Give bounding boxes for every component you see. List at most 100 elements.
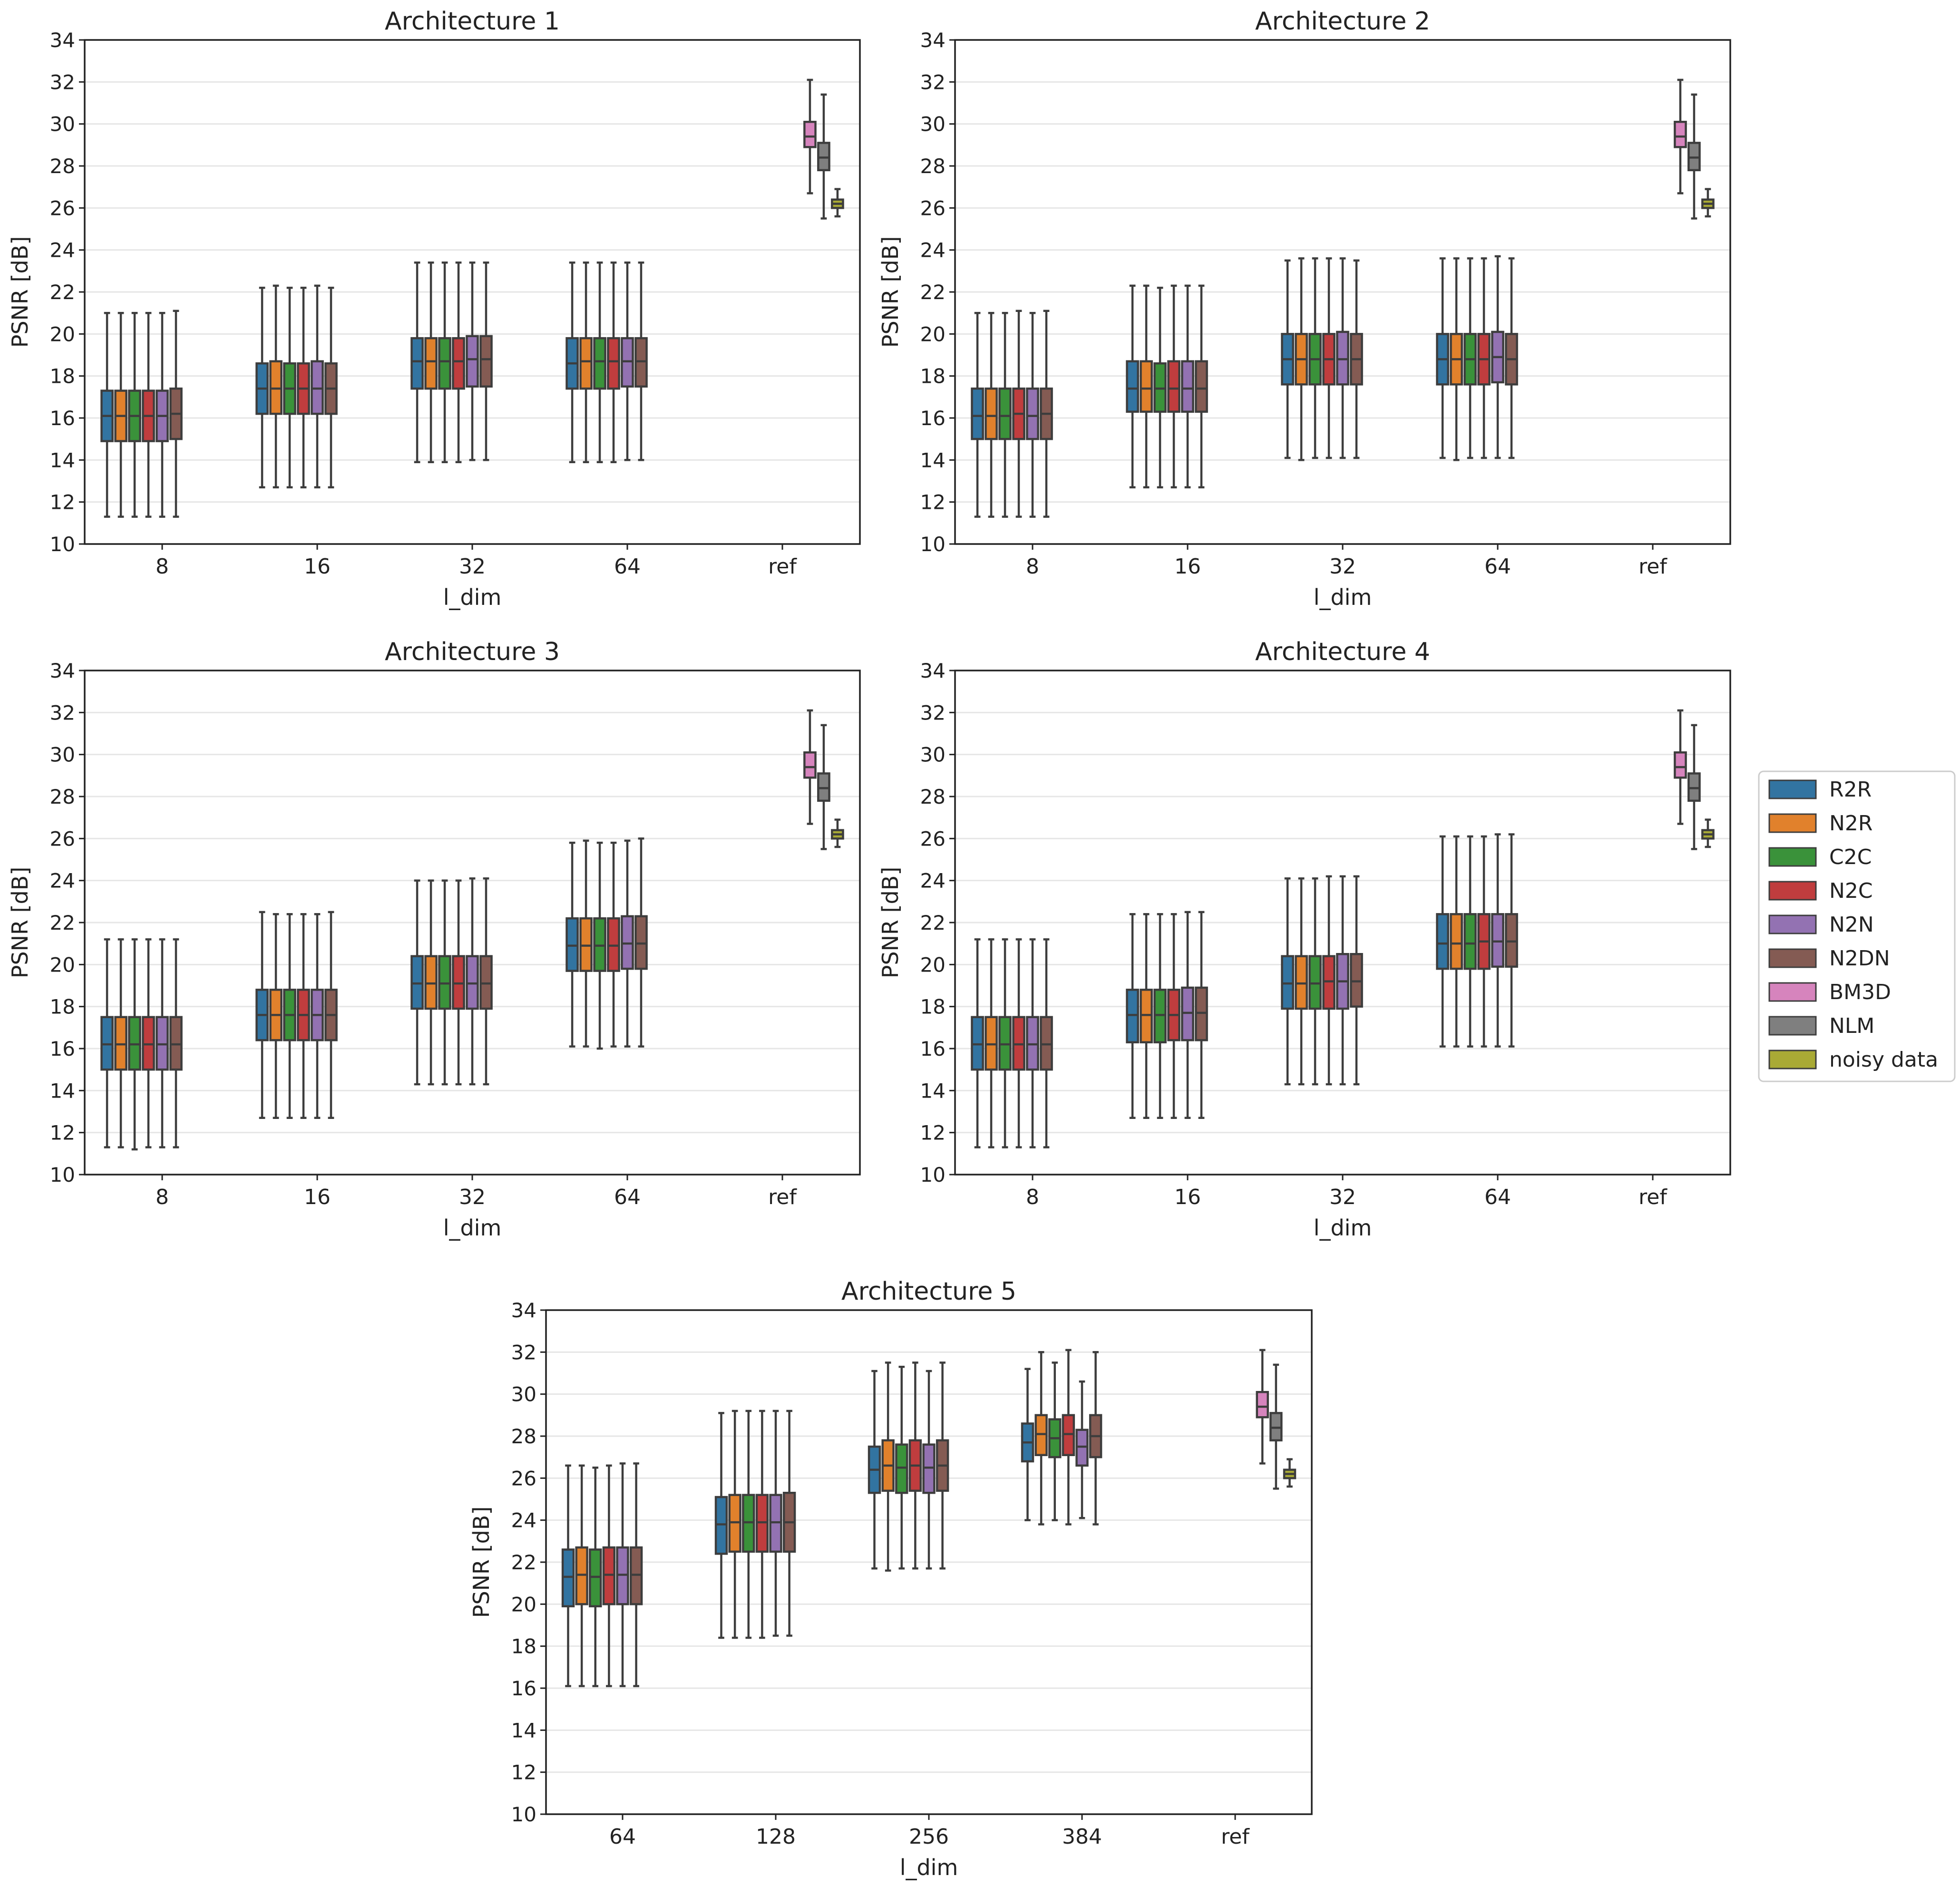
- x-tick-label: 64: [614, 1185, 641, 1209]
- legend-label: C2C: [1829, 845, 1872, 869]
- box-nlm: [1687, 93, 1701, 220]
- legend-label: BM3D: [1829, 980, 1891, 1004]
- iqr-box: [424, 337, 438, 390]
- y-tick-label: 18: [50, 365, 75, 388]
- legend-label: N2DN: [1829, 946, 1890, 971]
- x-tick-label: 64: [609, 1825, 636, 1849]
- box-n2dn: [1350, 259, 1363, 459]
- iqr-box: [1181, 360, 1194, 413]
- box-n2n: [1026, 311, 1039, 518]
- y-tick-label: 32: [50, 70, 75, 94]
- box-n2n: [769, 1410, 782, 1637]
- y-tick-label: 18: [920, 995, 946, 1019]
- box-bm3d: [1674, 709, 1687, 825]
- iqr-box: [1140, 360, 1153, 413]
- x-tick-label: 16: [1174, 554, 1201, 579]
- box-n2c: [1012, 310, 1025, 518]
- box-group-128: [714, 1410, 796, 1639]
- y-tick-label: 30: [511, 1383, 536, 1406]
- y-tick-label: 30: [920, 113, 946, 136]
- x-tick-label: 8: [156, 554, 169, 579]
- legend-label: N2R: [1829, 811, 1872, 836]
- box-r2r: [971, 938, 984, 1148]
- box-n2r: [114, 311, 127, 518]
- box-r2r: [100, 938, 114, 1148]
- box-bm3d: [1256, 1349, 1269, 1465]
- box-n2n: [621, 261, 634, 461]
- y-tick-label: 18: [920, 365, 946, 388]
- box-n2c: [1477, 835, 1491, 1048]
- box-group-8: [100, 310, 183, 518]
- box-group-32: [410, 261, 493, 463]
- y-tick-label: 30: [50, 743, 75, 767]
- legend-swatch: [1768, 982, 1817, 1002]
- legend-item: C2C: [1768, 845, 1872, 869]
- x-axis-label: l_dim: [443, 584, 502, 610]
- iqr-box: [803, 751, 817, 779]
- y-tick-label: 28: [50, 785, 75, 808]
- box-n2n: [1491, 833, 1504, 1048]
- box-n2n: [311, 284, 324, 488]
- box-n2r: [114, 938, 127, 1148]
- box-n2dn: [1040, 310, 1053, 518]
- x-tick-label: ref: [768, 554, 797, 579]
- legend-label: N2N: [1829, 913, 1874, 937]
- box-c2c: [593, 261, 606, 463]
- x-tick-label: 256: [909, 1825, 949, 1849]
- box-r2r: [1126, 284, 1139, 488]
- x-tick-label: 8: [1026, 1185, 1039, 1209]
- box-n2n: [1075, 1380, 1089, 1519]
- box-c2c: [128, 311, 141, 518]
- y-tick-label: 12: [50, 1121, 75, 1145]
- box-n2n: [466, 877, 479, 1086]
- iqr-box: [803, 121, 817, 148]
- box-c2c: [593, 841, 606, 1050]
- box-group-64: [1436, 833, 1518, 1048]
- iqr-box: [1450, 913, 1463, 970]
- box-r2r: [410, 261, 424, 463]
- subplot-4: 10 12 14 16 18 20 22 24 26 28 30 32 34 8 16 32 64 ref Arch…: [878, 638, 1731, 1241]
- legend: R2R N2R C2C N2C N2N N2DN BM3D NLM noisy data: [1758, 770, 1956, 1082]
- box-c2c: [742, 1410, 755, 1639]
- x-tick-label: 384: [1062, 1825, 1102, 1849]
- box-n2n: [311, 913, 324, 1119]
- box-n2dn: [1505, 833, 1518, 1048]
- box-n2c: [755, 1410, 769, 1639]
- legend-swatch: [1768, 881, 1817, 901]
- box-n2dn: [479, 261, 493, 461]
- box-n2dn: [634, 837, 648, 1048]
- y-tick-label: 14: [50, 1079, 75, 1102]
- x-tick-label: 8: [156, 1185, 169, 1209]
- box-n2n: [1336, 875, 1349, 1086]
- x-tick-label: 32: [1329, 554, 1356, 579]
- iqr-box: [1256, 1391, 1269, 1419]
- y-tick-label: 16: [920, 407, 946, 430]
- y-axis-label: PSNR [dB]: [878, 236, 903, 348]
- box-n2dn: [479, 877, 493, 1086]
- box-n2dn: [1505, 257, 1518, 459]
- y-tick-label: 24: [920, 869, 946, 893]
- box-n2r: [1450, 257, 1463, 461]
- y-tick-label: 28: [920, 155, 946, 178]
- y-tick-label: 32: [511, 1341, 536, 1364]
- iqr-box: [1026, 387, 1039, 440]
- box-r2r: [1436, 835, 1449, 1048]
- box-n2c: [452, 261, 465, 463]
- legend-item: N2N: [1768, 913, 1874, 937]
- box-n2n: [1181, 911, 1194, 1119]
- y-tick-label: 26: [50, 196, 75, 220]
- x-axis-label: l_dim: [900, 1855, 958, 1880]
- axes-frame: [954, 39, 1731, 545]
- box-r2r: [255, 911, 269, 1119]
- y-tick-label: 10: [920, 533, 946, 556]
- iqr-box: [1674, 121, 1687, 148]
- iqr-box: [607, 337, 620, 390]
- box-group-64: [561, 1462, 643, 1687]
- y-tick-label: 26: [920, 827, 946, 850]
- box-group-64: [566, 837, 648, 1050]
- x-tick-label: ref: [1221, 1825, 1250, 1849]
- box-r2r: [566, 261, 579, 463]
- y-tick-label: 12: [511, 1761, 536, 1784]
- box-n2c: [1322, 257, 1336, 459]
- box-n2r: [881, 1361, 895, 1572]
